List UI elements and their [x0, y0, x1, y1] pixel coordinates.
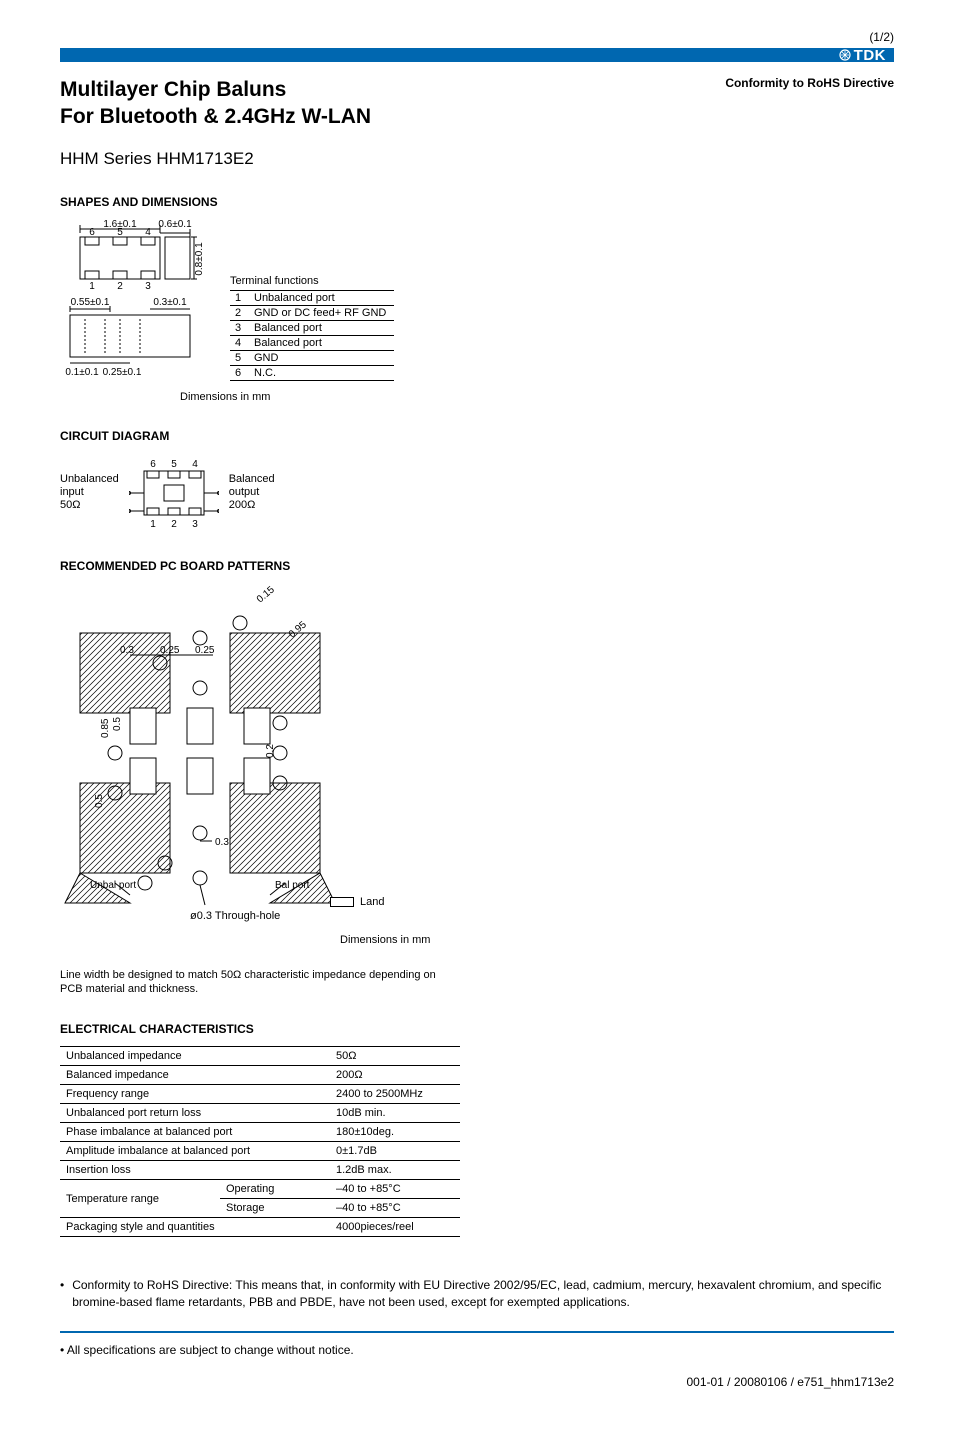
- svg-text:0.5: 0.5: [94, 793, 105, 807]
- table-row: Unbalanced port return loss10dB min.: [60, 1104, 460, 1123]
- legend-label: Land: [360, 896, 384, 908]
- tdk-logo: TDK: [838, 47, 886, 64]
- table-row: 5GND: [230, 350, 394, 365]
- table-row: 6N.C.: [230, 365, 394, 380]
- page-number: (1/2): [60, 30, 894, 44]
- table-row: 4Balanced port: [230, 335, 394, 350]
- svg-text:0.5: 0.5: [112, 716, 123, 730]
- document-id: 001-01 / 20080106 / e751_hhm1713e2: [60, 1375, 894, 1389]
- table-row: Packaging style and quantities4000pieces…: [60, 1218, 460, 1237]
- table-row: Balanced impedance200Ω: [60, 1066, 460, 1085]
- svg-text:2: 2: [171, 519, 177, 530]
- terminal-functions: Terminal functions 1Unbalanced port 2GND…: [230, 275, 394, 381]
- terminal-table: 1Unbalanced port 2GND or DC feed+ RF GND…: [230, 290, 394, 381]
- pcb-diagram: 0.15 0.95 0.3 0.25 0.25 0.85 0.5 0.5 0.2…: [60, 583, 894, 946]
- table-row: Phase imbalance at balanced port180±10de…: [60, 1123, 460, 1142]
- pcb-dim-note: Dimensions in mm: [340, 934, 894, 946]
- change-notice: • All specifications are subject to chan…: [60, 1343, 894, 1357]
- table-row: 1Unbalanced port: [230, 290, 394, 305]
- series-subtitle: HHM Series HHM1713E2: [60, 149, 894, 169]
- table-row: Unbalanced impedance50Ω: [60, 1047, 460, 1066]
- svg-text:3: 3: [192, 519, 198, 530]
- svg-text:4: 4: [145, 227, 151, 238]
- circuit-right-label: Balanced output 200Ω: [229, 473, 275, 513]
- svg-text:0.25: 0.25: [160, 645, 180, 656]
- svg-text:0.55±0.1: 0.55±0.1: [71, 297, 110, 308]
- svg-text:6: 6: [89, 227, 95, 238]
- svg-text:0.15: 0.15: [255, 584, 277, 605]
- svg-text:0.85: 0.85: [100, 718, 111, 738]
- electrical-table: Unbalanced impedance50Ω Balanced impedan…: [60, 1046, 460, 1237]
- svg-text:0.3: 0.3: [120, 645, 134, 656]
- section-elec-heading: ELECTRICAL CHARACTERISTICS: [60, 1022, 894, 1036]
- svg-text:0.1±0.1: 0.1±0.1: [65, 367, 99, 378]
- dimensions-note: Dimensions in mm: [180, 391, 894, 403]
- table-row: Frequency range2400 to 2500MHz: [60, 1085, 460, 1104]
- svg-text:3: 3: [145, 281, 151, 292]
- table-row: Temperature rangeOperating–40 to +85°C: [60, 1180, 460, 1199]
- land-swatch: [330, 897, 354, 907]
- svg-text:1: 1: [89, 281, 95, 292]
- table-row: Amplitude imbalance at balanced port0±1.…: [60, 1142, 460, 1161]
- line-width-note: Line width be designed to match 50Ω char…: [60, 968, 894, 997]
- svg-text:0.25: 0.25: [195, 645, 215, 656]
- terminal-caption: Terminal functions: [230, 275, 394, 287]
- shapes-diagram: 1.6±0.1 0.6±0.1 0.8±0.1: [60, 219, 210, 387]
- circuit-left-label: Unbalanced input 50Ω: [60, 473, 119, 513]
- svg-text:0.8±0.1: 0.8±0.1: [194, 242, 205, 276]
- svg-text:0.6±0.1: 0.6±0.1: [158, 219, 192, 230]
- table-row: 3Balanced port: [230, 320, 394, 335]
- section-shapes-heading: SHAPES AND DIMENSIONS: [60, 195, 894, 209]
- svg-text:5: 5: [117, 227, 123, 238]
- svg-text:1: 1: [150, 519, 156, 530]
- svg-text:2: 2: [117, 281, 123, 292]
- header-bar: TDK: [60, 48, 894, 62]
- svg-text:5: 5: [171, 459, 177, 470]
- svg-text:Unbal port: Unbal port: [90, 880, 136, 891]
- table-row: 2GND or DC feed+ RF GND: [230, 305, 394, 320]
- doc-title-line1: Multilayer Chip Baluns: [60, 76, 371, 103]
- divider: [60, 1331, 894, 1333]
- table-row: Insertion loss1.2dB max.: [60, 1161, 460, 1180]
- logo-text: TDK: [854, 47, 886, 64]
- svg-text:6: 6: [150, 459, 156, 470]
- section-circuit-heading: CIRCUIT DIAGRAM: [60, 429, 894, 443]
- rohs-footnote: • Conformity to RoHS Directive: This mea…: [60, 1277, 894, 1311]
- doc-title-line2: For Bluetooth & 2.4GHz W-LAN: [60, 103, 371, 130]
- svg-text:0.3±0.1: 0.3±0.1: [153, 297, 187, 308]
- circuit-diagram: Unbalanced input 50Ω 6 5 4 1 2 3 Balance…: [60, 453, 894, 533]
- svg-text:Bal port: Bal port: [275, 880, 310, 891]
- svg-text:4: 4: [192, 459, 198, 470]
- svg-text:0.25±0.1: 0.25±0.1: [103, 367, 142, 378]
- pcb-legend: Land: [330, 896, 894, 908]
- svg-text:0.3: 0.3: [215, 837, 229, 848]
- section-pcb-heading: RECOMMENDED PC BOARD PATTERNS: [60, 559, 894, 573]
- svg-text:0.2: 0.2: [265, 743, 276, 757]
- rohs-badge: Conformity to RoHS Directive: [725, 76, 894, 90]
